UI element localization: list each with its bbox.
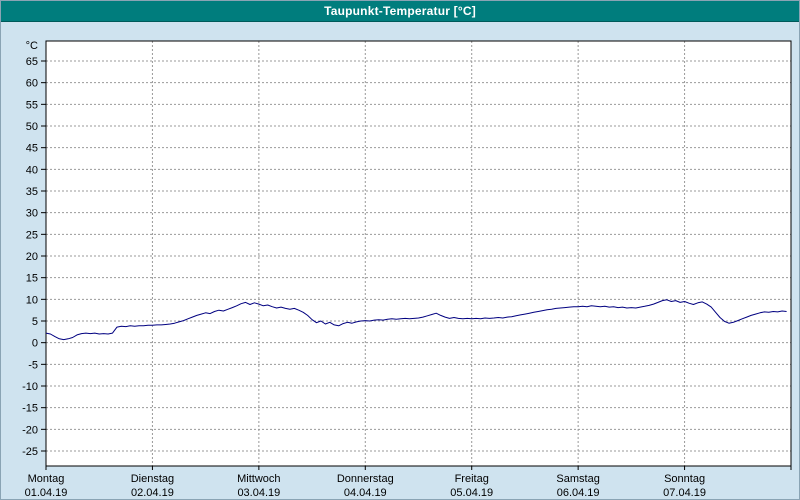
x-day-date-label: 03.04.19 bbox=[237, 487, 280, 499]
x-day-date-label: 06.04.19 bbox=[557, 487, 600, 499]
y-tick-label: 40 bbox=[26, 164, 38, 176]
y-tick-label: -15 bbox=[22, 403, 38, 415]
y-tick-label: 35 bbox=[26, 186, 38, 198]
x-day-name-label: Donnerstag bbox=[337, 473, 394, 485]
x-day-name-label: Sonntag bbox=[664, 473, 705, 485]
y-tick-label: -5 bbox=[28, 359, 38, 371]
x-day-name-label: Samstag bbox=[556, 473, 599, 485]
y-tick-label: -20 bbox=[22, 424, 38, 436]
window-title-bar: Taupunkt-Temperatur [°C] bbox=[1, 1, 799, 22]
y-tick-label: 50 bbox=[26, 121, 38, 133]
y-tick-label: 20 bbox=[26, 251, 38, 263]
x-day-name-label: Dienstag bbox=[131, 473, 174, 485]
y-tick-label: 10 bbox=[26, 294, 38, 306]
x-day-date-label: 01.04.19 bbox=[25, 487, 68, 499]
x-day-name-label: Freitag bbox=[455, 473, 489, 485]
x-day-date-label: 04.04.19 bbox=[344, 487, 387, 499]
y-tick-label: 55 bbox=[26, 99, 38, 111]
series-line-taupunkt bbox=[45, 299, 787, 341]
plot-area bbox=[46, 41, 791, 466]
x-day-name-label: Mittwoch bbox=[237, 473, 280, 485]
y-tick-label: 5 bbox=[32, 316, 38, 328]
y-tick-label: 60 bbox=[26, 78, 38, 90]
x-day-date-label: 02.04.19 bbox=[131, 487, 174, 499]
y-tick-label: 45 bbox=[26, 143, 38, 155]
page-title: Taupunkt-Temperatur [°C] bbox=[324, 4, 476, 18]
plot-border bbox=[45, 40, 792, 467]
x-day-date-label: 05.04.19 bbox=[450, 487, 493, 499]
y-tick-label: -25 bbox=[22, 446, 38, 458]
y-tick-label: -10 bbox=[22, 381, 38, 393]
y-axis-unit-label: °C bbox=[26, 40, 38, 52]
x-day-date-label: 07.04.19 bbox=[663, 487, 706, 499]
y-tick-label: 25 bbox=[26, 229, 38, 241]
y-tick-label: 65 bbox=[26, 56, 38, 68]
x-day-name-label: Montag bbox=[28, 473, 65, 485]
y-tick-label: 15 bbox=[26, 273, 38, 285]
y-tick-label: 30 bbox=[26, 208, 38, 220]
y-tick-label: 0 bbox=[32, 338, 38, 350]
